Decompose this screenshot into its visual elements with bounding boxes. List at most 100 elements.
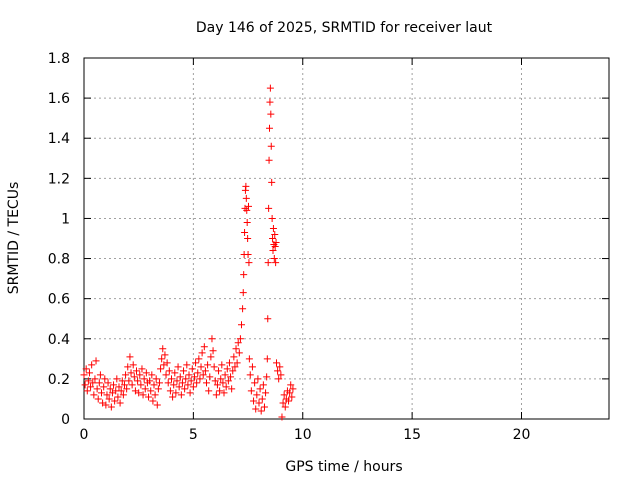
data-point xyxy=(268,178,276,186)
data-point xyxy=(273,359,280,367)
data-point xyxy=(163,359,171,367)
data-point xyxy=(227,373,235,381)
data-point xyxy=(265,204,273,212)
data-point xyxy=(287,381,295,389)
data-point xyxy=(225,359,233,367)
data-point xyxy=(260,403,268,411)
data-point xyxy=(267,110,275,118)
data-point xyxy=(162,371,170,379)
data-point xyxy=(252,405,260,413)
data-point xyxy=(272,259,280,267)
x-tick-label: 10 xyxy=(294,427,312,443)
data-point xyxy=(85,369,93,377)
data-point xyxy=(235,349,243,357)
data-point xyxy=(84,377,92,385)
data-point xyxy=(81,381,89,389)
x-tick-label: 20 xyxy=(513,427,531,443)
data-point xyxy=(257,407,265,415)
data-point xyxy=(266,84,274,92)
data-point xyxy=(241,228,249,236)
data-point xyxy=(190,373,198,381)
plot-frame xyxy=(83,57,610,420)
data-point xyxy=(271,243,279,251)
data-point xyxy=(236,335,244,343)
data-point xyxy=(134,377,142,385)
data-point xyxy=(152,375,160,383)
data-point xyxy=(263,355,271,363)
data-point xyxy=(222,383,230,391)
data-point xyxy=(142,369,150,377)
data-point xyxy=(96,371,104,379)
data-point xyxy=(83,387,91,395)
data-point xyxy=(286,389,294,397)
data-point xyxy=(228,385,236,393)
data-point xyxy=(224,377,232,385)
data-point xyxy=(204,361,212,369)
data-point xyxy=(215,367,223,375)
data-point xyxy=(166,387,174,395)
data-point xyxy=(122,371,130,379)
data-point xyxy=(147,387,155,395)
data-point xyxy=(138,365,146,373)
data-point xyxy=(269,247,277,255)
data-point xyxy=(270,255,278,263)
data-point xyxy=(266,124,273,132)
data-point xyxy=(209,347,217,355)
data-point xyxy=(238,321,245,329)
data-point xyxy=(262,389,270,397)
data-point xyxy=(145,393,153,401)
data-point xyxy=(93,385,101,393)
data-point xyxy=(104,379,112,387)
y-tick-label: 1.4 xyxy=(48,131,70,147)
data-point xyxy=(153,401,161,409)
data-point xyxy=(184,381,192,389)
data-point xyxy=(275,375,283,383)
data-point xyxy=(106,385,114,393)
x-tick-label: 15 xyxy=(403,427,421,443)
data-point xyxy=(231,363,239,371)
data-point xyxy=(146,377,154,385)
data-point xyxy=(141,385,149,393)
data-point xyxy=(91,375,99,383)
data-point xyxy=(154,385,162,393)
data-point xyxy=(183,361,191,369)
data-point xyxy=(174,363,182,371)
data-point xyxy=(242,194,250,202)
data-point xyxy=(155,379,163,387)
data-point xyxy=(89,379,97,387)
data-point xyxy=(94,395,102,403)
data-point xyxy=(130,373,138,381)
data-point xyxy=(185,371,193,379)
data-point xyxy=(133,367,140,375)
data-point xyxy=(242,182,250,190)
data-point xyxy=(149,397,157,405)
data-point xyxy=(158,355,166,363)
data-point xyxy=(169,393,177,401)
data-point xyxy=(263,373,271,381)
data-point xyxy=(210,363,218,371)
data-point xyxy=(234,339,242,347)
data-point xyxy=(150,381,158,389)
y-tick-label: 1.8 xyxy=(48,51,70,67)
data-point xyxy=(177,391,185,399)
data-point xyxy=(123,385,131,393)
data-point xyxy=(267,142,275,150)
data-point xyxy=(272,239,280,247)
data-point xyxy=(245,259,253,267)
data-point xyxy=(181,385,189,393)
data-point xyxy=(136,371,144,379)
data-point xyxy=(216,387,224,395)
data-point xyxy=(266,98,274,106)
data-point xyxy=(218,361,226,369)
data-point xyxy=(90,391,98,399)
data-point xyxy=(240,271,248,279)
data-point xyxy=(217,375,225,383)
data-point xyxy=(243,218,251,226)
data-point xyxy=(98,389,105,397)
data-point xyxy=(243,206,251,214)
data-point xyxy=(180,367,188,375)
data-point xyxy=(239,289,247,297)
data-point xyxy=(289,385,297,393)
x-tick-label: 0 xyxy=(80,427,89,443)
